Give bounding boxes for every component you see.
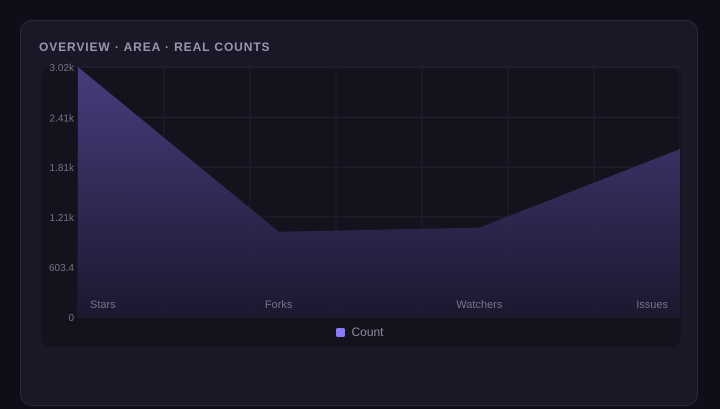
area-series-count (78, 67, 680, 317)
legend-label: Count (351, 325, 384, 339)
x-tick-label: Issues (636, 299, 668, 311)
y-tick-label: 2.41k (50, 113, 75, 124)
area-chart: 0 603.4 1.21k 1.81k 2.41k 3.02k Stars Forks Wat… (49, 63, 680, 324)
y-tick-label: 603.4 (49, 263, 74, 274)
card-title: OVERVIEW · AREA · REAL COUNTS (39, 40, 271, 54)
x-axis-ticks: Stars Forks Watchers Issues (90, 299, 668, 311)
legend-swatch (336, 328, 346, 337)
area-layer (78, 67, 680, 317)
x-tick-label: Watchers (456, 299, 503, 311)
y-tick-label: 0 (68, 313, 74, 324)
y-tick-label: 3.02k (50, 63, 75, 74)
chart-legend[interactable]: Count (21, 325, 699, 339)
y-tick-label: 1.81k (50, 163, 75, 174)
x-tick-label: Stars (90, 299, 116, 311)
y-axis-ticks: 0 603.4 1.21k 1.81k 2.41k 3.02k (49, 63, 75, 324)
x-tick-label: Forks (265, 299, 293, 311)
y-tick-label: 1.21k (50, 213, 75, 224)
